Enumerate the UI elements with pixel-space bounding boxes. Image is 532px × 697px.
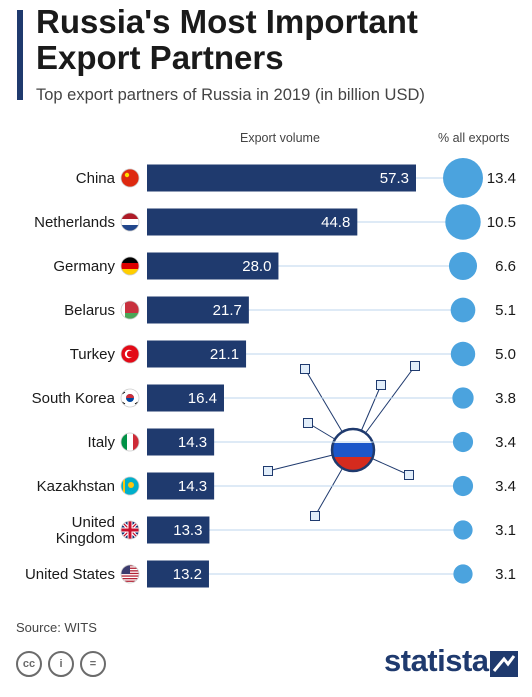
share-bubble <box>450 341 476 367</box>
chart-rows: China 57.3 13.4 Netherlands 44.8 10.5 Germany 2… <box>25 158 516 588</box>
share-value-label: 13.4 <box>487 170 516 187</box>
share-value-label: 3.4 <box>495 478 516 495</box>
russia-flag-ring <box>330 427 376 473</box>
source-note: Source: WITS <box>16 620 97 635</box>
attribution-icon: i <box>48 651 74 677</box>
network-node <box>303 418 313 428</box>
bar-value-label: 21.7 <box>213 302 242 319</box>
share-value-label: 5.1 <box>495 302 516 319</box>
share-bubble <box>453 520 473 540</box>
chart-row: Netherlands 44.8 10.5 <box>34 204 516 240</box>
category-label: Turkey <box>70 346 116 363</box>
network-node <box>300 364 310 374</box>
chart-row: Belarus 21.7 5.1 <box>64 296 516 324</box>
column-header-volume: Export volume <box>240 131 320 145</box>
category-label: China <box>76 170 116 187</box>
no-derivatives-icon: = <box>80 651 106 677</box>
chart-row: Turkey 21.1 5.0 <box>70 340 516 368</box>
bar-value-label: 16.4 <box>188 390 217 407</box>
share-value-label: 3.8 <box>495 390 516 407</box>
bar <box>147 208 358 236</box>
chart-row: United Kingdom 13.3 3.1 <box>56 514 516 547</box>
flag-germany-icon <box>120 256 140 276</box>
flag-belarus-icon <box>120 300 140 320</box>
share-bubble <box>445 204 481 240</box>
bar <box>147 560 209 588</box>
bar <box>147 428 215 456</box>
share-bubble <box>453 564 473 584</box>
category-label: Netherlands <box>34 214 115 231</box>
share-bubble <box>450 297 476 323</box>
bar-value-label: 13.3 <box>173 522 202 539</box>
title-accent-bar <box>17 10 23 100</box>
page-title: Russia's Most Important Export Partners <box>36 3 418 76</box>
share-bubble <box>452 431 474 453</box>
flag-united-states-icon <box>120 564 140 584</box>
bar <box>147 252 279 280</box>
cc-license-icon: cc <box>16 651 42 677</box>
chart-row: Kazakhstan 14.3 3.4 <box>37 472 516 500</box>
share-bubble <box>452 387 474 409</box>
flag-south-korea-icon <box>120 388 140 408</box>
statista-logo-mark-icon <box>490 651 518 677</box>
share-value-label: 3.4 <box>495 434 516 451</box>
share-value-label: 6.6 <box>495 258 516 275</box>
bar <box>147 340 247 368</box>
bar-value-label: 14.3 <box>178 478 207 495</box>
bar-value-label: 14.3 <box>178 434 207 451</box>
bar <box>147 296 249 324</box>
share-value-label: 3.1 <box>495 522 516 539</box>
column-header-share: % all exports <box>438 131 510 145</box>
share-bubble <box>448 251 478 281</box>
statista-logo: statista <box>384 643 489 678</box>
bar-value-label: 57.3 <box>380 170 409 187</box>
flag-turkey-icon <box>120 344 140 364</box>
share-bubble <box>443 158 483 198</box>
bar-value-label: 28.0 <box>242 258 271 275</box>
chart-row: Germany 28.0 6.6 <box>53 251 516 281</box>
share-value-label: 3.1 <box>495 566 516 583</box>
network-node <box>404 470 414 480</box>
bar <box>147 516 210 544</box>
chart-row: Italy 14.3 3.4 <box>87 428 516 456</box>
license-icons: cc i = <box>16 651 106 677</box>
bar <box>147 472 215 500</box>
share-bubble <box>452 475 474 497</box>
chart-row: United States 13.2 3.1 <box>25 560 516 588</box>
category-label: Belarus <box>64 302 115 319</box>
category-label: Italy <box>87 434 115 451</box>
bar-value-label: 21.1 <box>210 346 239 363</box>
bar-value-label: 44.8 <box>321 214 350 231</box>
bar <box>147 164 416 192</box>
flag-united-kingdom-icon <box>120 520 140 540</box>
category-label: Germany <box>53 258 115 275</box>
category-label: United Kingdom <box>56 514 115 547</box>
bar <box>147 384 224 412</box>
network-node <box>410 361 420 371</box>
category-label: Kazakhstan <box>37 478 115 495</box>
flag-netherlands-icon <box>120 212 140 232</box>
category-label: South Korea <box>32 390 116 407</box>
network-node <box>376 380 386 390</box>
page-subtitle: Top export partners of Russia in 2019 (i… <box>36 86 425 104</box>
russia-network-illustration <box>263 361 420 521</box>
chart-row: China 57.3 13.4 <box>76 158 516 198</box>
chart-row: South Korea 16.4 3.8 <box>32 384 516 412</box>
flag-china-icon <box>120 168 140 188</box>
flag-italy-icon <box>120 432 140 452</box>
network-node <box>310 511 320 521</box>
bar-value-label: 13.2 <box>173 566 202 583</box>
flag-kazakhstan-icon <box>120 476 140 496</box>
category-label: United States <box>25 566 115 583</box>
share-value-label: 5.0 <box>495 346 516 363</box>
share-value-label: 10.5 <box>487 214 516 231</box>
network-node <box>263 466 273 476</box>
